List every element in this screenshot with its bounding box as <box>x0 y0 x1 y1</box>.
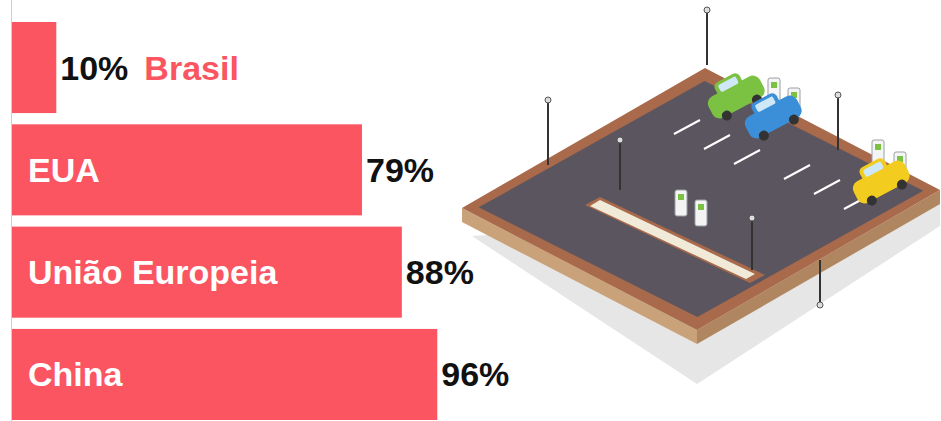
car-roof <box>858 156 889 182</box>
bar <box>12 329 437 420</box>
island-top <box>590 200 755 279</box>
charger-screen <box>698 204 704 210</box>
category-label: EUA <box>28 151 100 189</box>
bar <box>12 22 56 113</box>
data-label: 96% <box>441 355 509 393</box>
illustration <box>462 7 940 384</box>
parking-line <box>734 150 760 164</box>
car <box>737 84 807 146</box>
car-window <box>755 96 776 112</box>
chart: 10% Brasil 79% EUA 88% União Europeia 96% China <box>0 0 941 421</box>
car <box>845 149 915 211</box>
lamp-post <box>751 218 753 270</box>
data-label: 79% <box>366 151 434 189</box>
data-label: 88% <box>406 253 474 291</box>
data-label: 10% <box>60 49 128 87</box>
car-wheel <box>865 194 879 208</box>
car-window <box>718 76 739 92</box>
charger <box>695 200 707 226</box>
lamp <box>817 302 823 308</box>
car-roof <box>713 71 744 97</box>
category-label: União Europeia <box>28 253 278 291</box>
axis-line <box>11 0 12 421</box>
car-wheel <box>895 178 909 192</box>
car-wheel <box>787 113 801 127</box>
car-wheel <box>757 129 771 143</box>
asphalt <box>479 81 924 317</box>
charger <box>675 190 687 216</box>
parking-line <box>674 120 700 134</box>
category-label: Brasil <box>144 49 239 87</box>
car-body <box>742 93 804 141</box>
car-window <box>863 161 884 177</box>
bar <box>12 227 402 318</box>
lamp-post <box>819 260 821 305</box>
bars <box>12 22 437 420</box>
car-body <box>850 158 912 206</box>
lamp-post <box>619 140 621 190</box>
car-roof <box>750 91 781 117</box>
car-wheel <box>720 109 734 123</box>
bar <box>12 124 362 215</box>
lamp-post <box>547 100 549 165</box>
category-label: China <box>28 355 124 393</box>
lamp <box>749 215 755 221</box>
charger-screen <box>875 144 881 150</box>
parking-line <box>784 165 810 179</box>
lamp <box>617 137 623 143</box>
lot-rim <box>462 68 940 330</box>
lamp-post <box>706 10 708 65</box>
lamp-post <box>837 95 839 150</box>
lamp <box>704 7 710 13</box>
parking-line <box>814 180 840 194</box>
parking-line <box>704 135 730 149</box>
charger-screen <box>678 194 684 200</box>
lamp <box>545 97 551 103</box>
lamp <box>835 92 841 98</box>
labels: 10% Brasil 79% EUA 88% União Europeia 96% China <box>28 49 509 394</box>
charger-screen <box>771 82 777 88</box>
